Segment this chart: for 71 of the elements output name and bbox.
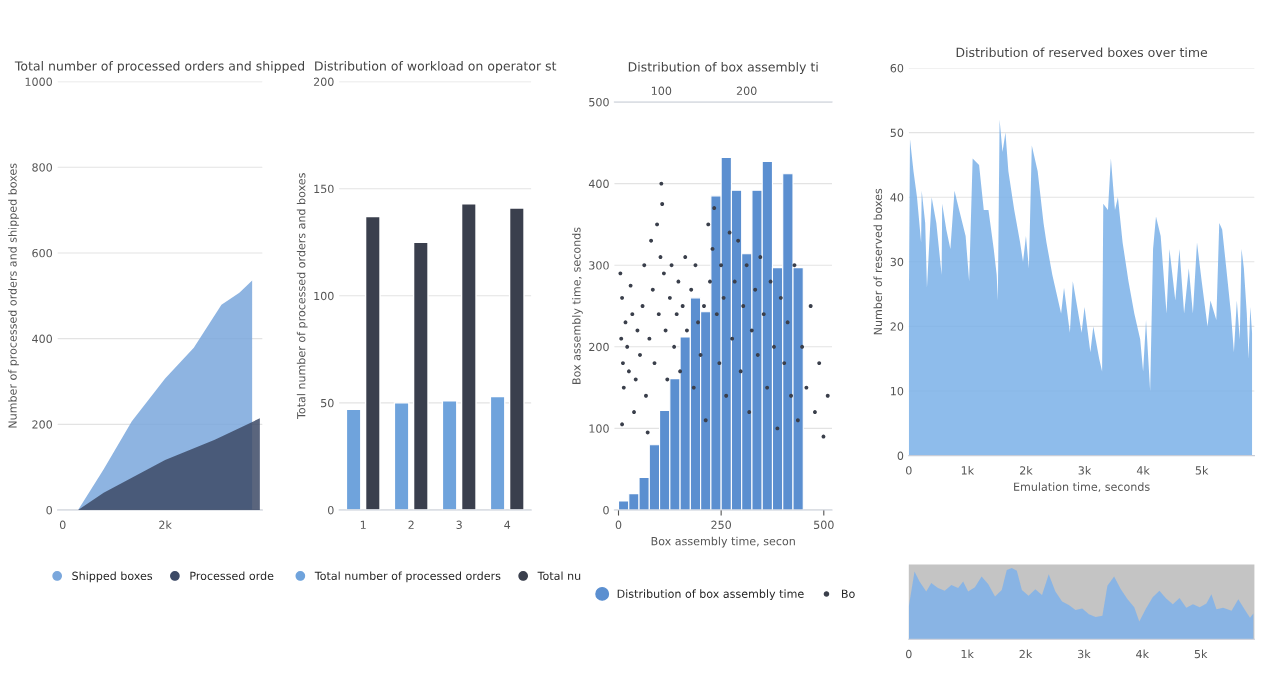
legend-label: Total nu <box>537 571 581 581</box>
bar <box>412 241 429 510</box>
y-tick-label: 10 <box>891 386 904 396</box>
x-tick-label: 1k <box>961 466 975 475</box>
bar <box>364 215 381 510</box>
bar <box>508 207 525 510</box>
x-tick-label: 0 <box>59 520 66 530</box>
bar <box>441 400 458 510</box>
x-tick-label: 3 <box>456 520 462 530</box>
x-tick-label: 3k <box>1078 649 1091 659</box>
x-tick-label: 250 <box>711 520 732 530</box>
chart-title: Distribution of reserved boxes over time <box>956 47 1208 58</box>
y-tick-label: 1000 <box>25 77 52 86</box>
y-axis-title: Total number of processed orders and boxes <box>296 173 308 420</box>
legend-label: Distribution of box assembly time <box>617 589 804 601</box>
y-tick-label: 500 <box>589 97 609 107</box>
y-tick-label: 0 <box>328 505 334 515</box>
x2-tick-label: 200 <box>736 86 757 95</box>
y-tick-label: 200 <box>589 342 609 352</box>
x2-tick-label: 100 <box>651 86 672 95</box>
y-tick-label: 150 <box>314 184 334 194</box>
x-tick-label: 2 <box>408 520 414 529</box>
bar <box>345 408 362 510</box>
x-tick-label: 3k <box>1078 466 1092 475</box>
legend-label: Bo <box>841 589 855 598</box>
x-tick-label: 2k <box>159 520 172 529</box>
x-tick-label: 0 <box>615 520 622 530</box>
y-tick-label: 40 <box>890 193 904 202</box>
bar <box>489 395 506 510</box>
y-tick-label: 200 <box>32 420 52 429</box>
chart-title: Distribution of box assembly ti <box>628 61 818 75</box>
x-tick-label: 4 <box>504 520 511 529</box>
y-tick-label: 20 <box>890 322 904 331</box>
y-tick-label: 800 <box>32 163 52 172</box>
x-tick-label: 0 <box>906 466 912 475</box>
x-tick-label: 4k <box>1136 649 1150 659</box>
x-tick-label: 5k <box>1195 466 1209 475</box>
y-tick-label: 600 <box>32 248 52 258</box>
chart-title: Total number of processed orders and shipped <box>14 60 304 74</box>
y-tick-label: 0 <box>46 505 52 515</box>
y-tick-label: 200 <box>313 77 334 86</box>
y-tick-label: 0 <box>897 451 904 460</box>
y-axis-title: Box assembly time, seconds <box>572 227 583 384</box>
x-tick-label: 1 <box>360 520 366 529</box>
x-tick-label: 2k <box>1020 466 1033 475</box>
y-tick-label: 100 <box>589 424 609 433</box>
y-tick-label: 300 <box>589 261 609 270</box>
chart-title: Distribution of workload on operator st <box>315 60 557 74</box>
x-tick-label: 1k <box>961 649 974 659</box>
x-axis-title: Emulation time, seconds <box>1014 482 1150 493</box>
x-tick-label: 5k <box>1194 649 1208 659</box>
x-tick-label: 4k <box>1136 466 1150 475</box>
bar <box>460 202 477 510</box>
y-tick-label: 400 <box>588 179 609 188</box>
x-tick-label: 500 <box>814 520 834 530</box>
y-axis-title: Number of processed orders and shipped boxes <box>8 163 19 428</box>
x-axis-title: Box assembly time, secon <box>651 536 795 548</box>
bar <box>393 402 410 510</box>
y-axis-title: Number of reserved boxes <box>873 188 883 335</box>
legend-label: Processed orde <box>190 571 274 581</box>
y-tick-label: 50 <box>890 128 904 137</box>
y-tick-label: 30 <box>890 257 904 267</box>
y-tick-label: 60 <box>890 63 904 73</box>
x-tick-label: 0 <box>906 649 912 659</box>
y-tick-label: 400 <box>32 334 52 344</box>
legend-label: Total number of processed orders <box>314 571 501 583</box>
y-tick-label: 0 <box>603 505 609 515</box>
x-tick-label: 2k <box>1019 649 1033 659</box>
y-tick-label: 50 <box>321 398 334 408</box>
y-tick-label: 100 <box>314 291 334 301</box>
legend-label: Shipped boxes <box>72 571 153 583</box>
